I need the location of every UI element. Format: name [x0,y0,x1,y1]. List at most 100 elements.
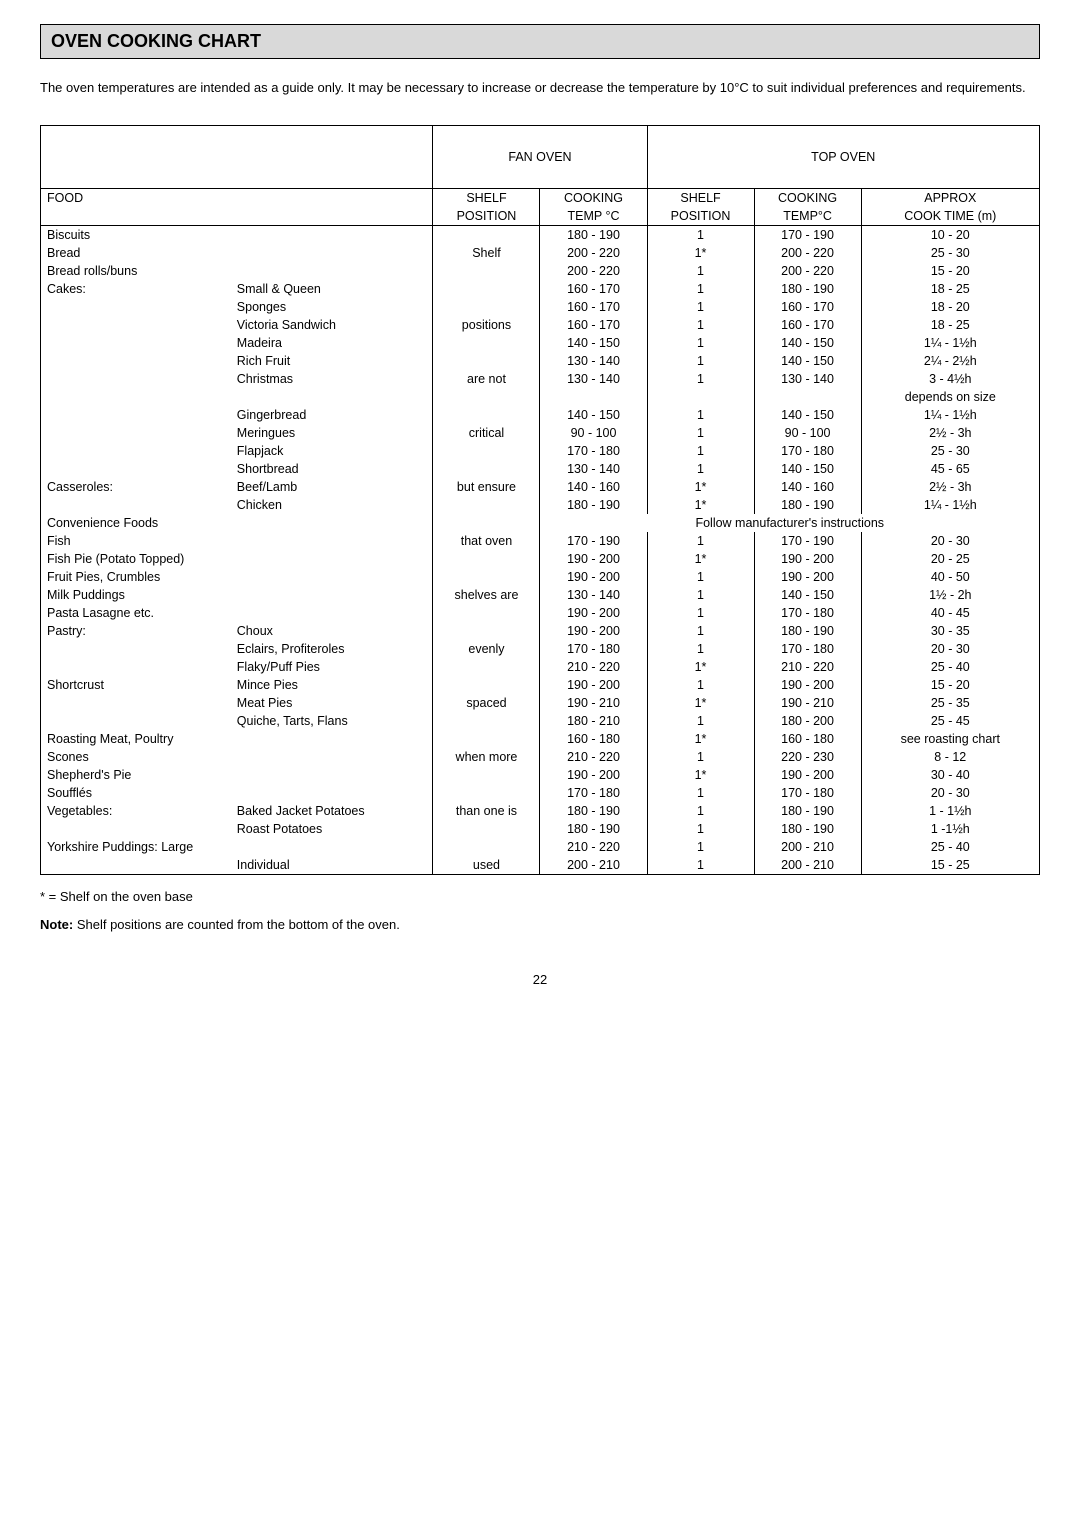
header-shelf-2a: SHELF [647,188,754,207]
cell-food [41,640,231,658]
cell-fan-temp: 180 - 210 [540,712,647,730]
cell-top-temp: 170 - 180 [754,784,861,802]
table-row: Victoria Sandwichpositions160 - 1701160 … [41,316,1040,334]
cell-shelf-note: shelves are [433,586,540,604]
cell-span-note: Follow manufacturer's instructions [540,514,1040,532]
cell-fan-temp: 170 - 180 [540,442,647,460]
cell-fan-temp: 210 - 220 [540,658,647,676]
cell-food [41,298,231,316]
table-row: Vegetables:Baked Jacket Potatoesthan one… [41,802,1040,820]
cell-top-temp: 170 - 180 [754,640,861,658]
table-row: Yorkshire Puddings: Large210 - 2201200 -… [41,838,1040,856]
cell-cook-time: depends on size [861,388,1039,406]
cell-fan-temp: 130 - 140 [540,370,647,388]
cell-cook-time: 1¼ - 1½h [861,496,1039,514]
cell-top-pos: 1 [647,748,754,766]
cell-cook-time: see roasting chart [861,730,1039,748]
header-approx: APPROX [861,188,1039,207]
cell-fan-temp: 130 - 140 [540,586,647,604]
cell-food2: Rich Fruit [231,352,433,370]
cell-top-pos: 1 [647,370,754,388]
cell-cook-time: 8 - 12 [861,748,1039,766]
cell-food: Soufflés [41,784,231,802]
cell-cook-time: 10 - 20 [861,225,1039,244]
cell-shelf-note: used [433,856,540,875]
cell-top-temp: 160 - 170 [754,298,861,316]
cell-top-temp [754,388,861,406]
cell-fan-temp: 160 - 170 [540,280,647,298]
cell-top-temp: 200 - 210 [754,838,861,856]
cell-shelf-note: are not [433,370,540,388]
cell-shelf-note [433,568,540,586]
cell-top-pos: 1 [647,262,754,280]
cell-shelf-note [433,784,540,802]
cell-fan-temp: 190 - 200 [540,604,647,622]
cell-top-pos: 1 [647,298,754,316]
cell-top-temp: 140 - 150 [754,586,861,604]
table-row: Chicken180 - 1901*180 - 1901¼ - 1½h [41,496,1040,514]
cell-food2: Flapjack [231,442,433,460]
cell-cook-time: 40 - 45 [861,604,1039,622]
cell-cook-time: 15 - 25 [861,856,1039,875]
cell-top-pos: 1 [647,352,754,370]
header-cooktime: COOK TIME (m) [861,207,1039,226]
page-title: OVEN COOKING CHART [51,31,261,51]
cell-cook-time: 2½ - 3h [861,424,1039,442]
table-row: Roast Potatoes180 - 1901180 - 1901 -1½h [41,820,1040,838]
cell-shelf-note [433,622,540,640]
cell-top-pos: 1* [647,658,754,676]
footnote: * = Shelf on the oven base [40,889,1040,904]
cell-top-pos: 1 [647,568,754,586]
cell-food2: Chicken [231,496,433,514]
cell-cook-time: 25 - 40 [861,658,1039,676]
cell-fan-temp: 180 - 190 [540,225,647,244]
cell-food: Bread [41,244,231,262]
cell-food [41,334,231,352]
cell-shelf-note: than one is [433,802,540,820]
cell-shelf-note: Shelf [433,244,540,262]
note: Note: Shelf positions are counted from t… [40,917,1040,932]
cell-top-pos: 1 [647,802,754,820]
cell-food: Fish [41,532,231,550]
cell-food: Pasta Lasagne etc. [41,604,231,622]
cell-cook-time: 25 - 35 [861,694,1039,712]
header-shelf-1b: POSITION [433,207,540,226]
cell-food: Fruit Pies, Crumbles [41,568,231,586]
table-row: Fishthat oven170 - 1901170 - 19020 - 30 [41,532,1040,550]
table-row: Madeira140 - 1501140 - 1501¼ - 1½h [41,334,1040,352]
cell-food: Biscuits [41,225,231,244]
cell-fan-temp: 180 - 190 [540,802,647,820]
table-row: Sponges160 - 1701160 - 17018 - 20 [41,298,1040,316]
cell-top-temp: 200 - 220 [754,262,861,280]
cell-cook-time: 20 - 30 [861,532,1039,550]
cell-food2 [231,550,433,568]
cell-cook-time: 2½ - 3h [861,478,1039,496]
cell-top-temp: 160 - 170 [754,316,861,334]
header-cook-2b: TEMP°C [754,207,861,226]
cell-top-pos: 1* [647,694,754,712]
cell-food: Pastry: [41,622,231,640]
cell-food [41,442,231,460]
table-row: BreadShelf200 - 2201*200 - 22025 - 30 [41,244,1040,262]
table-row: Pasta Lasagne etc.190 - 2001170 - 18040 … [41,604,1040,622]
cell-shelf-note: spaced [433,694,540,712]
header-cook-1a: COOKING [540,188,647,207]
cell-food2 [231,784,433,802]
table-row: Eclairs, Profiterolesevenly170 - 1801170… [41,640,1040,658]
cell-cook-time: 18 - 25 [861,316,1039,334]
cell-fan-temp: 190 - 200 [540,622,647,640]
cell-food2: Flaky/Puff Pies [231,658,433,676]
cell-fan-temp: 170 - 180 [540,784,647,802]
cell-food2 [231,766,433,784]
cell-fan-temp [540,388,647,406]
cell-top-pos: 1 [647,532,754,550]
cell-food2: Small & Queen [231,280,433,298]
cell-food2: Baked Jacket Potatoes [231,802,433,820]
cell-fan-temp: 90 - 100 [540,424,647,442]
cell-shelf-note [433,406,540,424]
cell-food2 [231,514,433,532]
cell-top-temp: 130 - 140 [754,370,861,388]
header-fan-oven: FAN OVEN [433,125,647,188]
header-cook-1b: TEMP °C [540,207,647,226]
cell-top-pos: 1 [647,856,754,875]
